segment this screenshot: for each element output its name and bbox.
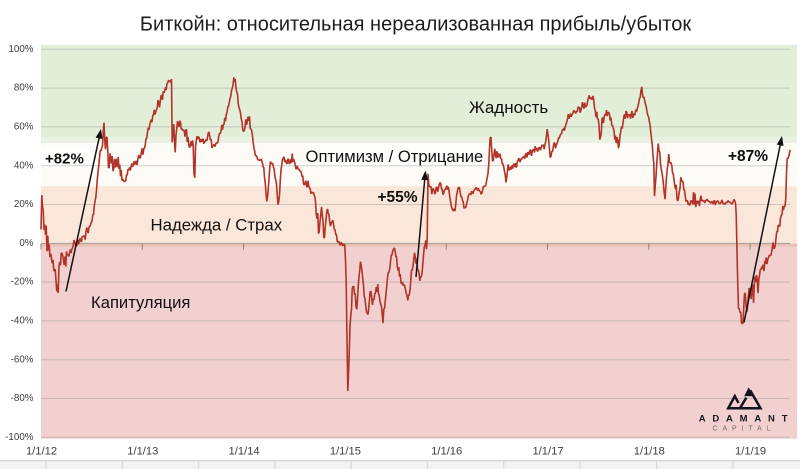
svg-text:0%: 0% xyxy=(19,238,33,249)
svg-text:40%: 40% xyxy=(14,160,34,171)
svg-text:ADAMANT: ADAMANT xyxy=(699,414,795,425)
svg-text:-40%: -40% xyxy=(11,316,34,327)
svg-text:Капитуляция: Капитуляция xyxy=(91,293,190,312)
svg-text:20%: 20% xyxy=(14,199,34,210)
svg-text:80%: 80% xyxy=(14,83,34,94)
svg-text:1/1/15: 1/1/15 xyxy=(330,446,361,458)
svg-text:+55%: +55% xyxy=(377,189,417,206)
svg-text:1/1/19: 1/1/19 xyxy=(735,446,766,458)
svg-text:1/1/17: 1/1/17 xyxy=(532,446,563,458)
svg-text:+87%: +87% xyxy=(728,148,768,165)
svg-text:1/1/18: 1/1/18 xyxy=(634,446,665,458)
svg-text:1/1/16: 1/1/16 xyxy=(431,446,462,458)
svg-text:Оптимизм / Отрицание: Оптимизм / Отрицание xyxy=(306,147,484,166)
svg-text:Биткойн: относительная нереали: Биткойн: относительная нереализованная п… xyxy=(140,14,691,36)
svg-text:-60%: -60% xyxy=(11,354,34,365)
svg-text:1/1/12: 1/1/12 xyxy=(26,446,57,458)
svg-text:Надежда / Страх: Надежда / Страх xyxy=(151,216,283,235)
svg-text:60%: 60% xyxy=(14,122,34,133)
svg-text:100%: 100% xyxy=(8,44,33,55)
svg-text:Жадность: Жадность xyxy=(469,98,548,117)
svg-text:-100%: -100% xyxy=(5,432,34,443)
svg-text:-80%: -80% xyxy=(11,393,34,404)
svg-text:-20%: -20% xyxy=(11,277,34,288)
svg-text:CAPITAL: CAPITAL xyxy=(713,426,776,433)
svg-text:1/1/13: 1/1/13 xyxy=(127,446,158,458)
svg-text:1/1/14: 1/1/14 xyxy=(229,446,260,458)
svg-text:+82%: +82% xyxy=(45,151,84,168)
